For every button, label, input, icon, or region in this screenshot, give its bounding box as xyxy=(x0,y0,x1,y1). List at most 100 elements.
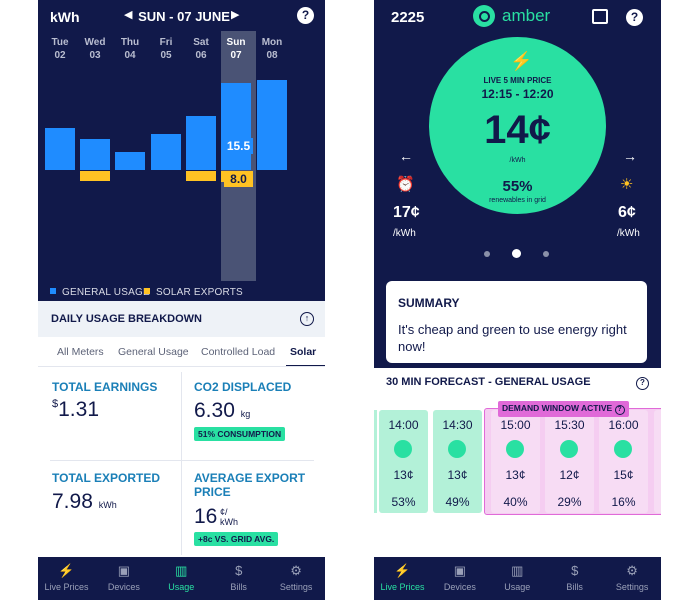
left-arrow-icon[interactable]: ← xyxy=(399,148,413,164)
legend-general-label: GENERAL USAGE xyxy=(62,287,150,298)
nav-usage[interactable]: ▥ Usage xyxy=(153,557,210,600)
nav-devices[interactable]: ▣ Devices xyxy=(95,557,152,600)
forecast-card[interactable]: 14:30 13¢ 49% xyxy=(433,410,482,513)
day-name: Sun xyxy=(226,37,246,48)
dollar-icon: $ xyxy=(571,563,579,578)
brand-name: amber xyxy=(502,6,551,25)
bottom-nav: ⚡ Live Prices ▣ Devices ▥ Usage $ Bills ⚙ Setting… xyxy=(374,557,661,600)
page-dot-1[interactable] xyxy=(484,251,490,257)
nav-devices[interactable]: ▣ Devices xyxy=(431,557,488,600)
day-number: 05 xyxy=(160,50,172,61)
general-usage-bar[interactable] xyxy=(151,134,181,170)
day-name: Sat xyxy=(193,37,209,48)
total-earnings-title: TOTAL EARNINGS xyxy=(52,380,158,394)
tab-all-meters[interactable]: All Meters xyxy=(57,346,104,358)
forecast-time: 15:00 xyxy=(500,418,531,432)
general-usage-bar[interactable] xyxy=(257,80,287,170)
demand-window-badge: DEMAND WINDOW ACTIVE ? xyxy=(498,401,629,417)
summary-body: It's cheap and green to use energy right… xyxy=(398,322,627,354)
live-price-label: LIVE 5 MIN PRICE xyxy=(483,76,552,85)
chart-icon: ▥ xyxy=(511,563,524,578)
nav-settings[interactable]: ⚙ Settings xyxy=(604,557,661,600)
page-dot-3[interactable] xyxy=(543,251,549,257)
day-mon[interactable]: Mon 08 xyxy=(255,36,289,62)
gift-icon[interactable] xyxy=(592,9,608,24)
nav-label: Live Prices xyxy=(44,582,89,592)
nav-label: Bills xyxy=(230,582,247,592)
nav-live-prices[interactable]: ⚡ Live Prices xyxy=(38,557,95,600)
co2-displaced-value: 6.30 kg xyxy=(194,399,250,423)
forecast-panel: 30 MIN FORECAST - GENERAL USAGE ? 14:00 1… xyxy=(374,368,661,557)
forecast-dot xyxy=(560,440,578,458)
lightning-icon: ⚡ xyxy=(394,563,411,578)
tab-general-usage[interactable]: General Usage xyxy=(118,346,189,358)
total-exported-title: TOTAL EXPORTED xyxy=(52,471,161,485)
forecast-price: 15¢ xyxy=(613,468,634,482)
nav-settings[interactable]: ⚙ Settings xyxy=(268,557,325,600)
day-sat[interactable]: Sat 06 xyxy=(184,36,218,62)
day-sun[interactable]: Sun 07 xyxy=(219,36,253,62)
device-icon: ▣ xyxy=(117,563,131,578)
nav-label: Usage xyxy=(504,582,531,592)
nav-label: Live Prices xyxy=(380,582,425,592)
summary-title: SUMMARY xyxy=(398,296,460,310)
general-usage-bar[interactable] xyxy=(221,83,251,170)
tab-controlled-load[interactable]: Controlled Load xyxy=(201,346,276,358)
nav-usage[interactable]: ▥ Usage xyxy=(489,557,546,600)
forecast-price: 13¢ xyxy=(505,468,526,482)
solar-export-bar[interactable] xyxy=(186,171,216,181)
day-wed[interactable]: Wed 03 xyxy=(78,36,112,62)
forecast-card[interactable]: 15:00 13¢ 40% xyxy=(491,410,540,513)
unit-label: kWh xyxy=(50,9,80,25)
collapse-up-icon[interactable]: ↑ xyxy=(300,312,314,326)
nav-label: Settings xyxy=(279,582,313,592)
next-price-unit: /kWh xyxy=(617,228,640,239)
stats-divider-horizontal xyxy=(50,460,314,461)
forecast-help-icon[interactable]: ? xyxy=(636,377,649,390)
nav-bills[interactable]: $ Bills xyxy=(210,557,267,600)
forecast-card[interactable]: 14:00 13¢ 53% xyxy=(379,410,428,513)
solar-export-bar[interactable] xyxy=(80,171,110,181)
average-export-price-title: AVERAGE EXPORT PRICE xyxy=(194,471,306,499)
nav-label: Usage xyxy=(168,582,195,592)
forecast-next-card-edge xyxy=(654,410,661,513)
usage-chart-panel: kWh ◀ SUN - 07 JUNE ▶ ? Tue 02 Wed 03 Thu 04 F… xyxy=(38,0,325,301)
currency-symbol: $ xyxy=(52,398,59,410)
legend-general: GENERAL USAGE xyxy=(50,287,150,298)
average-export-price-value: 16 xyxy=(194,505,217,529)
demand-help-icon[interactable]: ? xyxy=(614,405,625,415)
day-fri[interactable]: Fri 05 xyxy=(149,36,183,62)
bottom-nav: ⚡ Live Prices ▣ Devices ▥ Usage $ Bills ⚙ Setting… xyxy=(38,557,325,600)
forecast-card[interactable]: 16:00 15¢ 16% xyxy=(599,410,648,513)
nav-live-prices[interactable]: ⚡ Live Prices xyxy=(374,557,431,600)
next-day-arrow-icon[interactable]: ▶ xyxy=(231,9,240,21)
general-usage-bar[interactable] xyxy=(45,128,75,170)
forecast-card[interactable]: 15:30 12¢ 29% xyxy=(545,410,594,513)
account-id: 2225 xyxy=(391,9,425,26)
right-arrow-icon[interactable]: → xyxy=(623,148,637,164)
prev-day-arrow-icon[interactable]: ◀ xyxy=(124,9,133,21)
forecast-renewables: 49% xyxy=(445,495,470,509)
tab-solar[interactable]: Solar xyxy=(290,346,317,358)
forecast-renewables: 40% xyxy=(503,495,528,509)
alarm-clock-icon: ⏰ xyxy=(396,176,415,193)
previous-price-unit: /kWh xyxy=(393,228,416,239)
current-price: 14¢ xyxy=(484,108,551,152)
general-usage-bar[interactable] xyxy=(186,116,216,170)
general-usage-bar[interactable] xyxy=(115,152,145,170)
day-thu[interactable]: Thu 04 xyxy=(113,36,147,62)
day-number: 02 xyxy=(54,50,66,61)
general-usage-bar[interactable] xyxy=(80,139,110,170)
nav-bills[interactable]: $ Bills xyxy=(546,557,603,600)
help-icon[interactable]: ? xyxy=(626,9,643,26)
page-dot-2-active[interactable] xyxy=(512,249,521,258)
help-icon[interactable]: ? xyxy=(297,7,314,24)
stats-divider-vertical xyxy=(181,372,182,555)
day-tue[interactable]: Tue 02 xyxy=(43,36,77,62)
live-price-circle: ⚡ LIVE 5 MIN PRICE 12:15 - 12:20 14¢ /kW… xyxy=(429,37,606,214)
sun-icon: ☀ xyxy=(620,176,634,193)
avg-unit-top: ¢/ xyxy=(220,507,228,517)
breakdown-title: DAILY USAGE BREAKDOWN xyxy=(51,313,202,325)
total-earnings-value: $1.31 xyxy=(52,398,99,422)
legend-general-swatch xyxy=(50,288,56,294)
